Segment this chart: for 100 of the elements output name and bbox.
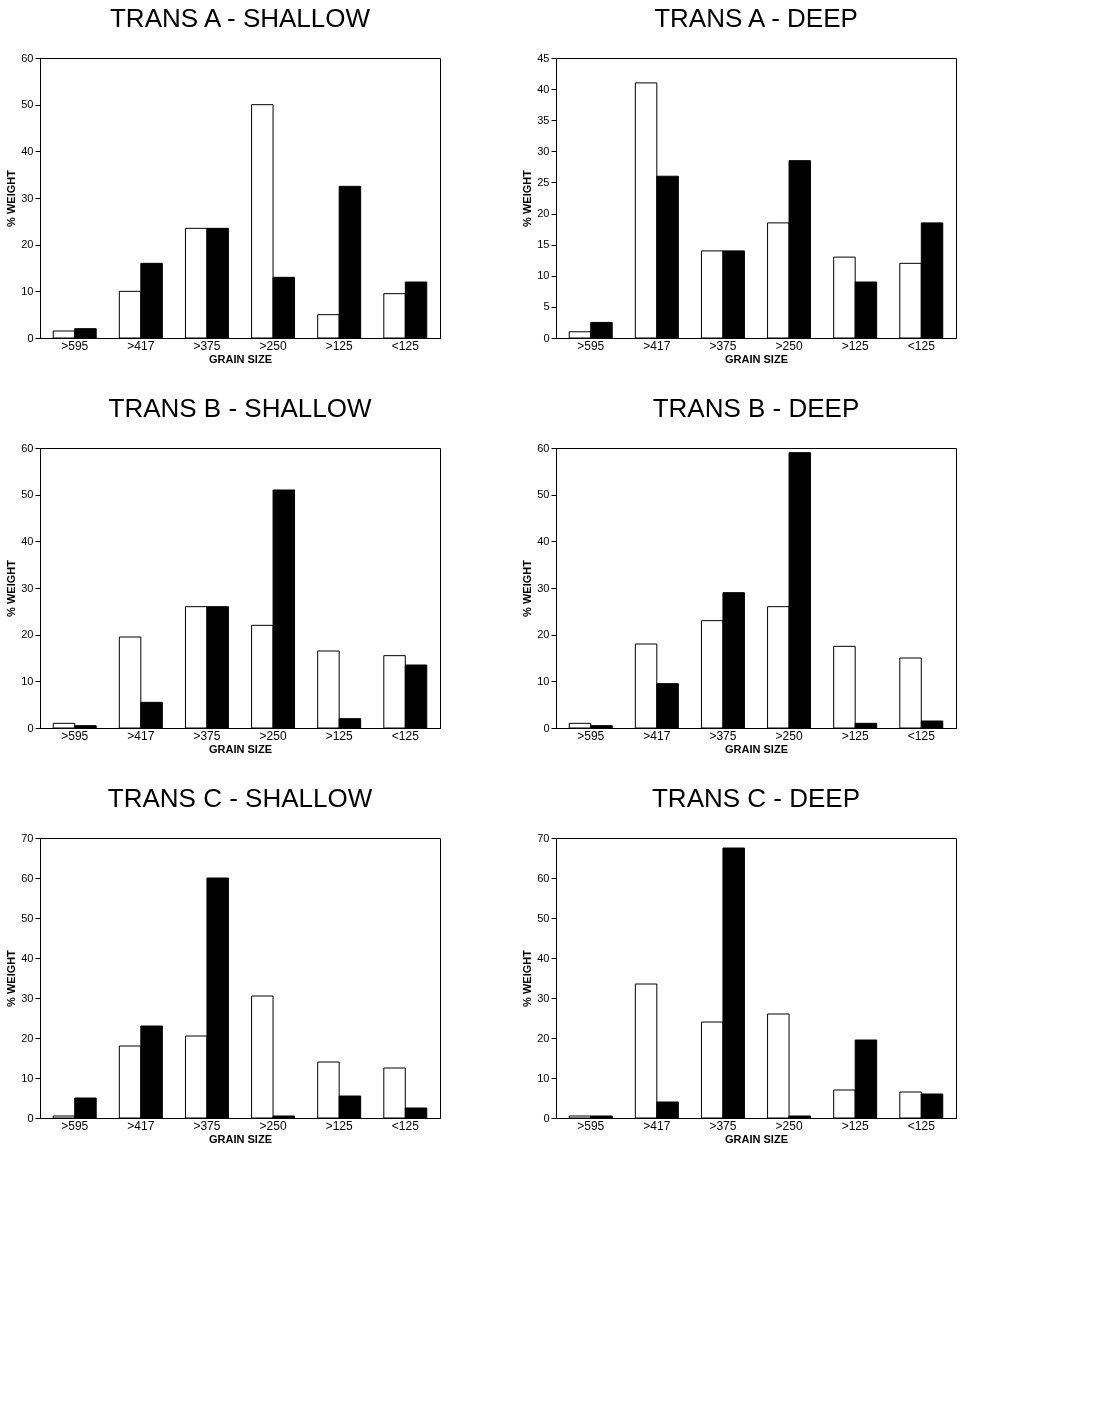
chart-title: TRANS C - SHALLOW <box>107 783 373 813</box>
y-tick-label: 10 <box>21 284 34 297</box>
x-tick-label: >250 <box>775 1118 803 1133</box>
y-tick-label: 40 <box>21 951 34 964</box>
y-axis-title: % WEIGHT <box>5 949 18 1007</box>
x-tick-label: >250 <box>775 338 803 353</box>
y-tick-label: 0 <box>543 721 550 734</box>
x-tick-label: <125 <box>391 338 420 353</box>
y-tick-label: 40 <box>21 534 34 547</box>
x-tick-label: >417 <box>643 728 671 743</box>
y-tick-label: 60 <box>537 871 550 884</box>
x-tick-label: >125 <box>841 728 870 743</box>
y-tick-label: 0 <box>543 331 550 344</box>
x-axis-title: GRAIN SIZE <box>209 742 272 755</box>
y-tick-label: 20 <box>537 628 550 641</box>
y-tick-label: 30 <box>21 191 34 204</box>
y-tick-label: 30 <box>21 991 34 1004</box>
chart-title: TRANS B - DEEP <box>652 393 860 423</box>
x-tick-label: >417 <box>643 338 671 353</box>
y-tick-label: 20 <box>21 628 34 641</box>
x-tick-label: <125 <box>391 1118 420 1133</box>
x-axis-title: GRAIN SIZE <box>209 352 272 365</box>
y-axis-title: % WEIGHT <box>521 169 534 227</box>
x-tick-label: >125 <box>841 338 870 353</box>
y-tick-label: 35 <box>537 113 550 126</box>
y-tick-label: 60 <box>21 871 34 884</box>
y-tick-label: 50 <box>537 488 550 501</box>
y-axis-title: % WEIGHT <box>521 949 534 1007</box>
y-tick-label: 20 <box>537 207 550 220</box>
y-tick-label: 0 <box>543 1111 550 1124</box>
y-tick-label: 50 <box>21 911 34 924</box>
x-tick-label: >595 <box>577 338 605 353</box>
x-tick-label: >125 <box>841 1118 870 1133</box>
y-tick-label: 5 <box>543 300 550 313</box>
x-axis-title: GRAIN SIZE <box>209 1132 272 1145</box>
y-tick-label: 40 <box>21 144 34 157</box>
y-tick-label: 25 <box>537 175 550 188</box>
y-tick-label: 60 <box>21 441 34 454</box>
x-tick-label: >417 <box>127 1118 155 1133</box>
y-tick-label: 30 <box>537 144 550 157</box>
x-tick-label: >595 <box>61 338 89 353</box>
y-axis-title: % WEIGHT <box>5 169 18 227</box>
x-axis-title: GRAIN SIZE <box>725 1132 788 1145</box>
y-tick-label: 50 <box>537 911 550 924</box>
x-tick-label: >595 <box>61 1118 89 1133</box>
y-axis-title: % WEIGHT <box>521 559 534 617</box>
y-tick-label: 30 <box>537 581 550 594</box>
chart-title: TRANS A - DEEP <box>654 3 858 33</box>
y-tick-label: 10 <box>537 1071 550 1084</box>
y-tick-label: 0 <box>27 1111 34 1124</box>
x-tick-label: >417 <box>127 728 155 743</box>
x-tick-label: <125 <box>907 1118 936 1133</box>
chart-title: TRANS B - SHALLOW <box>108 393 372 423</box>
x-tick-label: >375 <box>709 338 737 353</box>
x-axis-title: GRAIN SIZE <box>725 742 788 755</box>
y-tick-label: 20 <box>21 1031 34 1044</box>
x-tick-label: >125 <box>325 1118 354 1133</box>
y-tick-label: 70 <box>537 831 550 844</box>
y-tick-label: 20 <box>21 238 34 251</box>
y-tick-label: 40 <box>537 534 550 547</box>
y-tick-label: 50 <box>21 488 34 501</box>
y-tick-label: 10 <box>21 1071 34 1084</box>
y-tick-label: 0 <box>27 721 34 734</box>
x-tick-label: >250 <box>259 1118 287 1133</box>
y-axis-title: % WEIGHT <box>5 559 18 617</box>
x-tick-label: >375 <box>709 1118 737 1133</box>
x-tick-label: >250 <box>259 338 287 353</box>
x-tick-label: >595 <box>577 1118 605 1133</box>
x-tick-label: <125 <box>907 338 936 353</box>
x-tick-label: <125 <box>391 728 420 743</box>
y-tick-label: 10 <box>537 674 550 687</box>
x-tick-label: >250 <box>775 728 803 743</box>
y-tick-label: 60 <box>21 51 34 64</box>
y-tick-label: 30 <box>537 991 550 1004</box>
x-tick-label: >595 <box>577 728 605 743</box>
x-tick-label: >125 <box>325 338 354 353</box>
chart-title: TRANS A - SHALLOW <box>109 3 371 33</box>
y-tick-label: 70 <box>21 831 34 844</box>
chart-title: TRANS C - DEEP <box>651 783 861 813</box>
x-tick-label: >375 <box>193 728 221 743</box>
y-tick-label: 10 <box>21 674 34 687</box>
x-tick-label: >250 <box>259 728 287 743</box>
y-tick-label: 10 <box>537 269 550 282</box>
y-tick-label: 40 <box>537 82 550 95</box>
x-tick-label: >417 <box>127 338 155 353</box>
x-tick-label: >375 <box>193 338 221 353</box>
x-axis-title: GRAIN SIZE <box>725 352 788 365</box>
x-tick-label: >375 <box>709 728 737 743</box>
y-tick-label: 15 <box>537 238 550 251</box>
x-tick-label: >375 <box>193 1118 221 1133</box>
x-tick-label: >125 <box>325 728 354 743</box>
y-tick-label: 45 <box>537 51 550 64</box>
y-tick-label: 0 <box>27 331 34 344</box>
y-tick-label: 20 <box>537 1031 550 1044</box>
x-tick-label: >595 <box>61 728 89 743</box>
y-tick-label: 60 <box>537 441 550 454</box>
y-tick-label: 40 <box>537 951 550 964</box>
y-tick-label: 50 <box>21 98 34 111</box>
y-tick-label: 30 <box>21 581 34 594</box>
x-tick-label: <125 <box>907 728 936 743</box>
